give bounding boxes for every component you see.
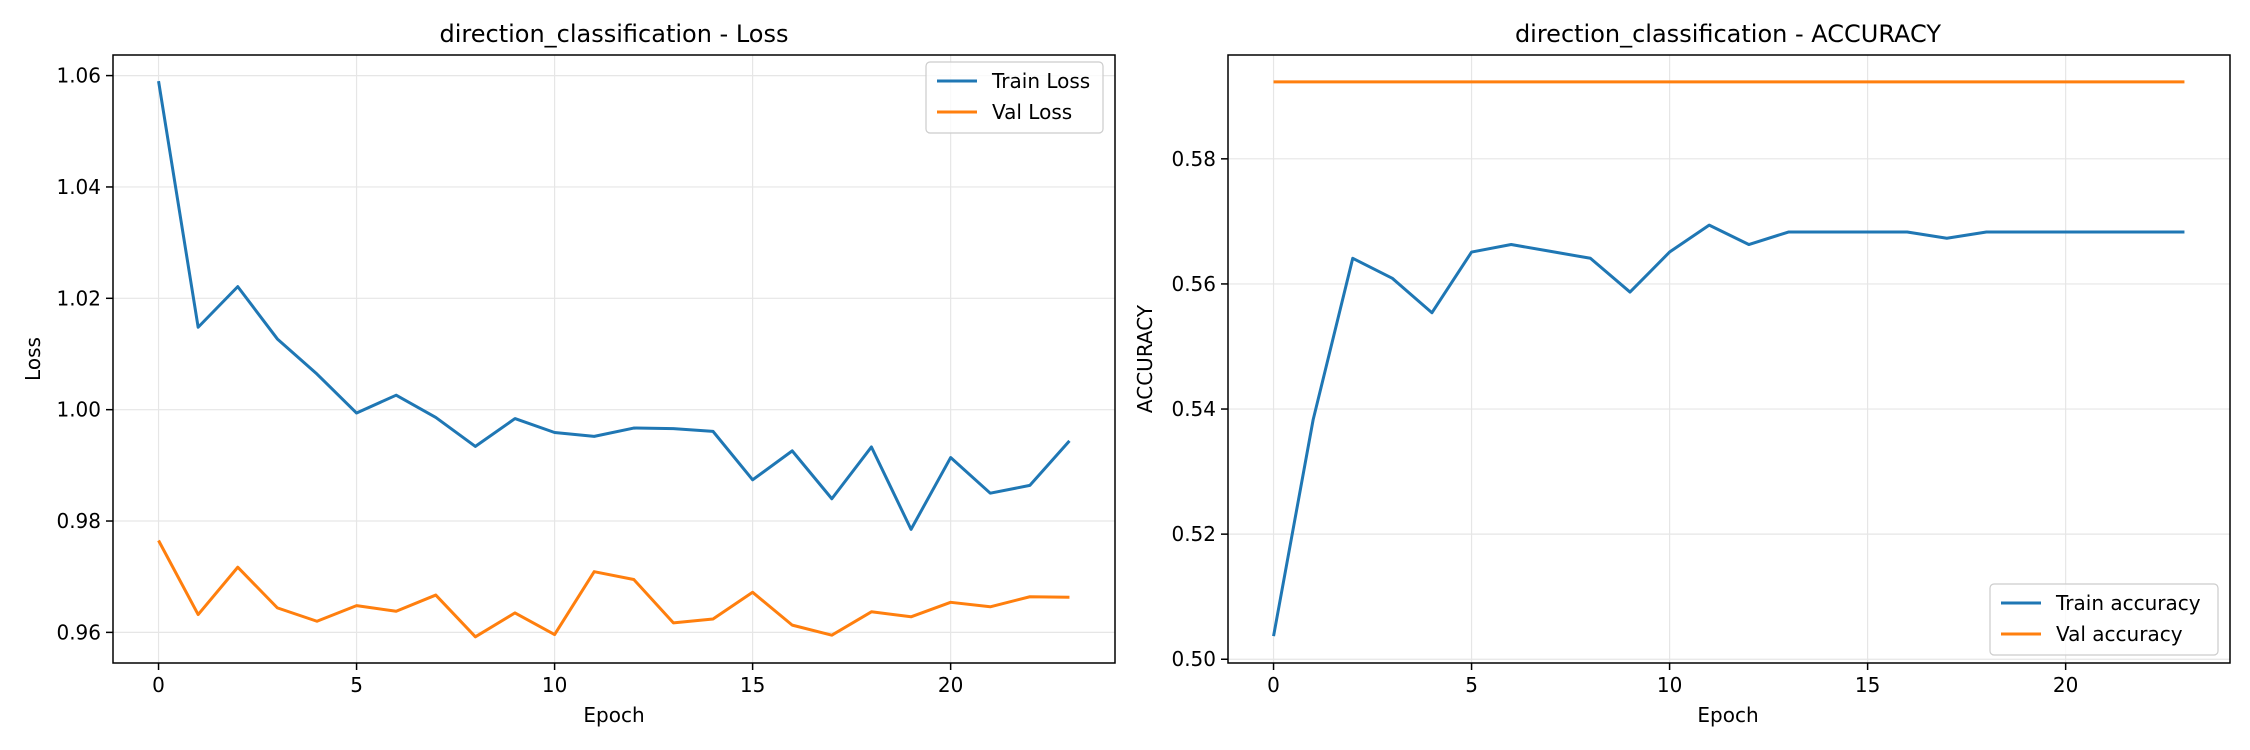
loss-x-tick-label: 15 [740, 673, 765, 697]
legend-label-val-accuracy: Val accuracy [2056, 622, 2183, 646]
loss-y-tick-label: 1.02 [56, 286, 101, 310]
loss-y-tick-label: 1.06 [56, 64, 101, 88]
series-train-loss [157, 80, 1071, 531]
legend-label-train-loss: Train Loss [991, 69, 1090, 93]
accuracy-plot-frame [1227, 54, 2231, 664]
accuracy-x-tick-label: 5 [1465, 673, 1478, 697]
accuracy-x-tick-label: 10 [1657, 673, 1682, 697]
legend-label-val-loss: Val Loss [992, 100, 1072, 124]
loss-x-tick-label: 0 [152, 673, 165, 697]
loss-y-tick-label: 1.00 [56, 398, 101, 422]
loss-series [157, 80, 1071, 639]
accuracy-legend-box [1989, 583, 2219, 656]
accuracy-legend: Train accuracy Val accuracy [1989, 583, 2219, 656]
accuracy-y-tick-label: 0.56 [1171, 272, 1216, 296]
loss-legend: Train Loss Val Loss [925, 61, 1104, 134]
series-val-loss [157, 539, 1070, 639]
loss-chart: direction_classification - Loss 0 5 10 15 20… [21, 20, 1116, 727]
loss-chart-title: direction_classification - Loss [440, 20, 789, 48]
accuracy-series [1272, 80, 2185, 637]
accuracy-y-tick-label: 0.58 [1171, 147, 1216, 171]
loss-x-tick-label: 5 [350, 673, 363, 697]
loss-x-tick-label: 20 [938, 673, 963, 697]
loss-y-tick-label: 0.98 [56, 509, 101, 533]
loss-x-tick-label: 10 [542, 673, 567, 697]
accuracy-y-tick-label: 0.52 [1171, 522, 1216, 546]
accuracy-x-axis-label: Epoch [1697, 703, 1758, 727]
accuracy-y-tick-label: 0.54 [1171, 397, 1216, 421]
loss-y-axis-label: Loss [21, 337, 45, 381]
loss-plot-frame [112, 54, 1116, 664]
accuracy-chart: direction_classification - ACCURACY 0 5 10… [1133, 20, 2231, 727]
loss-grid [113, 55, 1115, 663]
accuracy-x-tick-label: 20 [2053, 673, 2078, 697]
series-train-accuracy [1272, 223, 2185, 637]
loss-y-tick-label: 0.96 [56, 620, 101, 644]
legend-label-train-accuracy: Train accuracy [2055, 591, 2201, 615]
loss-x-axis-label: Epoch [583, 703, 644, 727]
accuracy-y-axis-label: ACCURACY [1133, 304, 1157, 413]
accuracy-x-tick-label: 15 [1855, 673, 1880, 697]
accuracy-y-tick-label: 0.50 [1171, 647, 1216, 671]
loss-y-tick-label: 1.04 [56, 175, 101, 199]
accuracy-chart-title: direction_classification - ACCURACY [1515, 20, 1941, 48]
accuracy-ticks: 0 5 10 15 20 0.50 0.52 0.54 0.56 0.58 [1171, 147, 2078, 697]
accuracy-x-tick-label: 0 [1267, 673, 1280, 697]
loss-ticks: 0 5 10 15 20 0.96 0.98 1.00 1.02 1.04 1.06 [56, 64, 963, 697]
accuracy-grid [1228, 55, 2230, 663]
